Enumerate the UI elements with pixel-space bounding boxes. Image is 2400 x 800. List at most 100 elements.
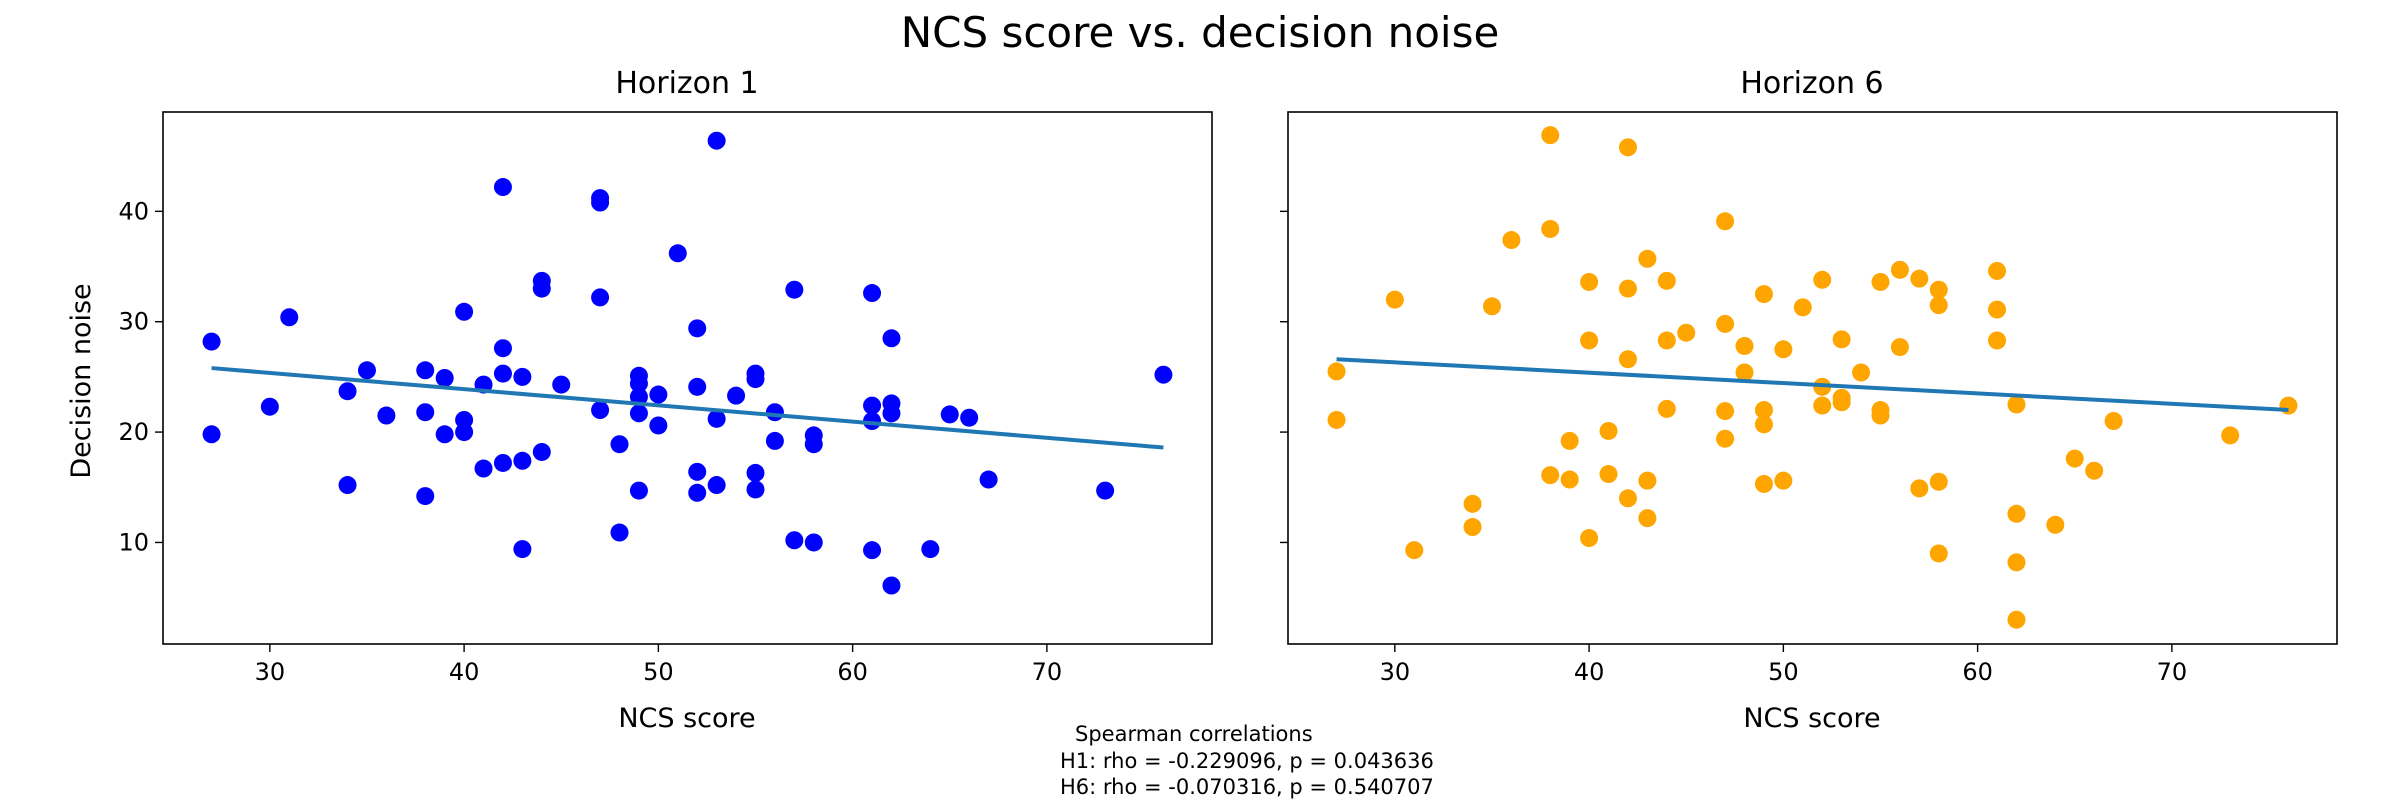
data-point [416,487,435,506]
data-point [863,396,882,415]
data-point [202,332,221,351]
data-point [921,540,940,559]
data-point [1482,297,1501,316]
plot-frame [162,111,1213,645]
data-point [629,404,648,423]
data-point [455,423,474,442]
data-point [591,288,610,307]
data-point [1832,393,1851,412]
data-point [1910,479,1929,498]
data-point [2104,412,2123,431]
data-point [1327,362,1346,381]
data-point [1929,472,1948,491]
data-point [1657,271,1676,290]
data-point [1463,494,1482,513]
x-tick-label: 40 [1574,658,1605,686]
data-point [474,459,493,478]
data-point [1832,330,1851,349]
footnote: Spearman correlations H1: rho = -0.22909… [1060,722,1434,799]
data-point [1871,272,1890,291]
data-point [591,193,610,212]
x-tick-label: 60 [1962,658,1993,686]
data-point [629,374,648,393]
data-point [882,329,901,348]
data-point [1716,402,1735,421]
data-point [1929,544,1948,563]
data-point [1327,410,1346,429]
data-point [649,416,668,435]
data-point [513,367,532,386]
data-point [2007,553,2026,572]
data-point [1580,529,1599,548]
data-point [649,385,668,404]
trend-line [211,366,1164,450]
data-point [202,425,221,444]
data-point [552,375,571,394]
data-point [1638,471,1657,490]
data-point [1716,212,1735,231]
figure-title: NCS score vs. decision noise [901,8,1500,57]
data-point [2007,395,2026,414]
data-point [2221,426,2240,445]
data-point [1096,481,1115,500]
panel-title: Horizon 1 [615,66,758,101]
data-point [1754,285,1773,304]
data-point [532,442,551,461]
data-point [629,387,648,406]
data-point [2085,461,2104,480]
data-point [863,541,882,560]
data-point [688,462,707,481]
data-point [882,404,901,423]
data-point [1988,261,2007,280]
data-point [1385,290,1404,309]
panel-title: Horizon 6 [1740,66,1883,101]
data-point [1735,336,1754,355]
panel-horizon-1: Horizon 1 NCS score Decision noise 30 40 5… [66,66,1213,734]
data-point [1638,509,1657,528]
data-point [940,405,959,424]
data-point [1541,219,1560,238]
data-point [493,339,512,358]
data-point [493,364,512,383]
data-point [707,476,726,495]
data-point [1754,474,1773,493]
data-point [1813,396,1832,415]
footnote-line: H1: rho = -0.229096, p = 0.043636 [1060,749,1434,773]
x-tick-label: 50 [643,658,674,686]
data-point [1638,249,1657,268]
data-point [1988,300,2007,319]
y-axis-label: Decision noise [66,283,97,478]
data-point [707,131,726,150]
data-point [688,377,707,396]
data-point [804,533,823,552]
y-tick-label: 10 [118,528,149,556]
data-point [1618,350,1637,369]
data-point [416,403,435,422]
x-tick-label: 50 [1768,658,1799,686]
data-point [357,361,376,380]
data-point [804,435,823,454]
data-point [1618,138,1637,157]
x-axis-label: NCS score [618,703,755,734]
data-point [338,476,357,495]
data-point [668,244,687,263]
data-point [280,308,299,327]
data-point [455,302,474,321]
data-point [1793,298,1812,317]
data-point [1618,279,1637,298]
panel-horizon-6: Horizon 6 NCS score 30 40 50 60 70 [1280,66,2338,734]
data-point [2007,504,2026,523]
data-point [2065,449,2084,468]
data-point [513,540,532,559]
data-point [1813,270,1832,289]
data-point [765,403,784,422]
data-point [1560,431,1579,450]
data-point [1929,296,1948,315]
data-point [260,397,279,416]
data-point [1657,331,1676,350]
data-point [1988,331,2007,350]
data-point [1852,363,1871,382]
data-point [532,279,551,298]
